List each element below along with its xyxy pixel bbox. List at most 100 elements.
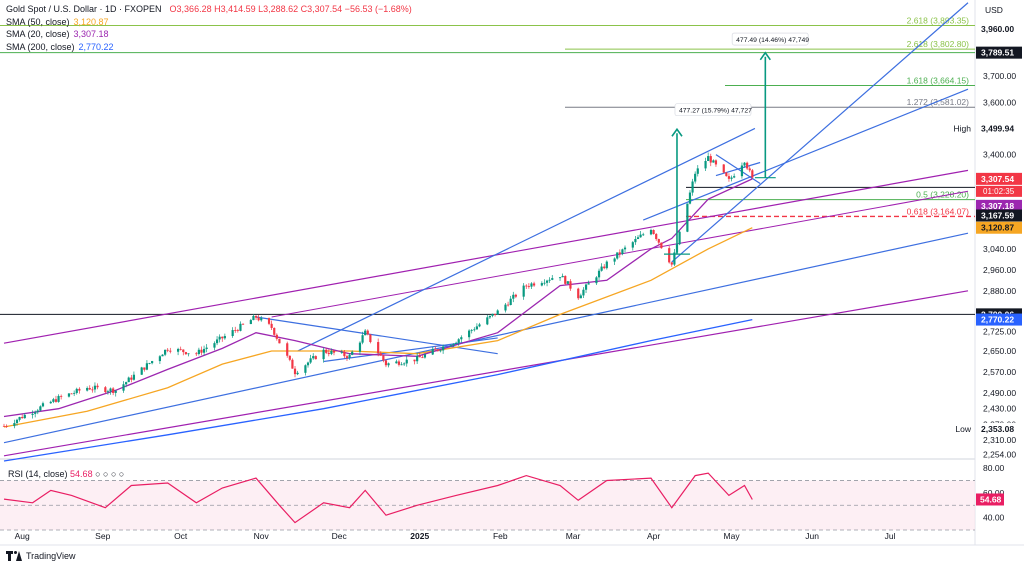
candle-body — [41, 403, 45, 407]
sma50-legend[interactable]: SMA (50, close) 3,120.87 — [6, 16, 412, 29]
candle-body — [288, 355, 291, 360]
candle-body — [527, 286, 530, 287]
price-tag-bg-5 — [976, 199, 1022, 212]
candle-body — [187, 353, 190, 355]
candle-body — [104, 387, 107, 393]
candle-body — [273, 327, 276, 335]
candle-body — [348, 354, 351, 358]
candle-body — [384, 360, 388, 366]
low-label: Low — [955, 424, 971, 434]
price-tag-5: 3,307.18 — [981, 201, 1014, 211]
candle-body — [358, 342, 362, 352]
candle-body — [530, 283, 533, 287]
time-tick-label: Sep — [95, 531, 110, 541]
candle-body — [34, 412, 37, 414]
candle-body — [545, 280, 549, 283]
candle-body — [543, 282, 546, 284]
price-tick-label: 2,490.00 — [983, 388, 1016, 398]
sma200-legend[interactable]: SMA (200, close) 2,770.22 — [6, 41, 412, 54]
candle-body — [343, 352, 346, 357]
candle-body — [743, 162, 746, 166]
candle-body — [491, 313, 494, 316]
rsi-settings-dots[interactable]: ○ ○ ○ ○ — [95, 469, 125, 479]
candle-body — [234, 330, 237, 331]
level-label-5: 0.5 (3,228.20) — [916, 190, 969, 200]
candle-body — [78, 388, 81, 391]
candle-body — [452, 343, 455, 346]
symbol-title[interactable]: Gold Spot / U.S. Dollar · 1D · FXOPEN — [6, 4, 162, 14]
sma20-legend[interactable]: SMA (20, close) 3,307.18 — [6, 28, 412, 41]
candle-body — [421, 357, 424, 359]
candle-body — [595, 277, 598, 284]
candle-body — [413, 359, 416, 362]
candle-body — [364, 330, 367, 336]
candle-body — [657, 239, 660, 243]
candle-body — [179, 348, 182, 350]
candle-body — [36, 410, 39, 413]
candle-body — [561, 275, 564, 278]
time-tick-label: 2025 — [410, 531, 429, 541]
candle-body — [751, 170, 754, 178]
price-tag-bg-9 — [976, 313, 1022, 326]
price-tag-6: 3,167.59 — [981, 211, 1014, 221]
candle-body — [306, 362, 310, 366]
countdown-bg — [976, 185, 1022, 197]
time-tick-label: May — [724, 531, 741, 541]
candle-body — [314, 356, 317, 360]
candle-body — [455, 342, 458, 344]
candle-body — [400, 364, 403, 366]
candle-body — [660, 242, 663, 249]
candle-body — [130, 377, 133, 380]
candle-body — [75, 388, 78, 393]
candle-body — [548, 279, 551, 281]
rsi-label: RSI (14, close) — [8, 469, 68, 479]
measure-arrow-1-head — [671, 127, 683, 137]
candle-body — [740, 165, 744, 177]
countdown: 01:02:35 — [983, 187, 1015, 196]
tradingview-logo[interactable]: TradingView — [6, 551, 76, 561]
measure-arrow-2-head — [759, 51, 771, 61]
candle-body — [668, 248, 671, 263]
candle-body — [512, 294, 515, 299]
symbol-row: Gold Spot / U.S. Dollar · 1D · FXOPEN O3… — [6, 3, 412, 16]
rsi-legend[interactable]: RSI (14, close) 54.68 ○ ○ ○ ○ — [8, 469, 124, 479]
candle-body — [733, 176, 736, 178]
price-tag-3: 3,307.54 — [981, 174, 1014, 184]
sma50-label: SMA (50, close) — [6, 16, 70, 27]
candle-body — [166, 349, 169, 351]
candle-body — [403, 363, 406, 365]
candle-body — [725, 172, 728, 177]
candle-body — [748, 168, 751, 171]
candle-body — [636, 237, 640, 240]
candle-body — [540, 283, 543, 286]
level-label-6: 0.618 (3,164.07) — [907, 206, 970, 216]
candle-body — [439, 350, 442, 352]
candle-body — [642, 234, 645, 236]
candle-body — [252, 315, 255, 321]
candle-body — [143, 367, 146, 370]
candle-body — [322, 349, 325, 360]
candle-body — [616, 252, 619, 259]
channel-lower-line — [3, 290, 969, 457]
time-tick-label: Jun — [805, 531, 819, 541]
candle-body — [688, 192, 692, 204]
candle-body — [493, 313, 497, 315]
candle-body — [286, 343, 289, 356]
candle-body — [304, 365, 307, 373]
candle-body — [278, 338, 281, 344]
price-tag-10: 2,353.08 — [981, 424, 1014, 434]
measure-label-1: 477.49 (14.46%) 47,749 — [736, 37, 809, 44]
high-label: High — [954, 123, 972, 133]
candle-body — [218, 336, 221, 340]
candle-body — [475, 326, 479, 330]
candle-body — [257, 317, 260, 321]
time-tick-label: Feb — [493, 531, 508, 541]
price-tag-bg-10 — [976, 422, 1022, 435]
candle-body — [241, 323, 245, 325]
candle-body — [369, 334, 372, 343]
candle-body — [457, 339, 460, 343]
candle-body — [569, 281, 572, 289]
candle-body — [623, 247, 627, 250]
candle-body — [564, 275, 567, 284]
